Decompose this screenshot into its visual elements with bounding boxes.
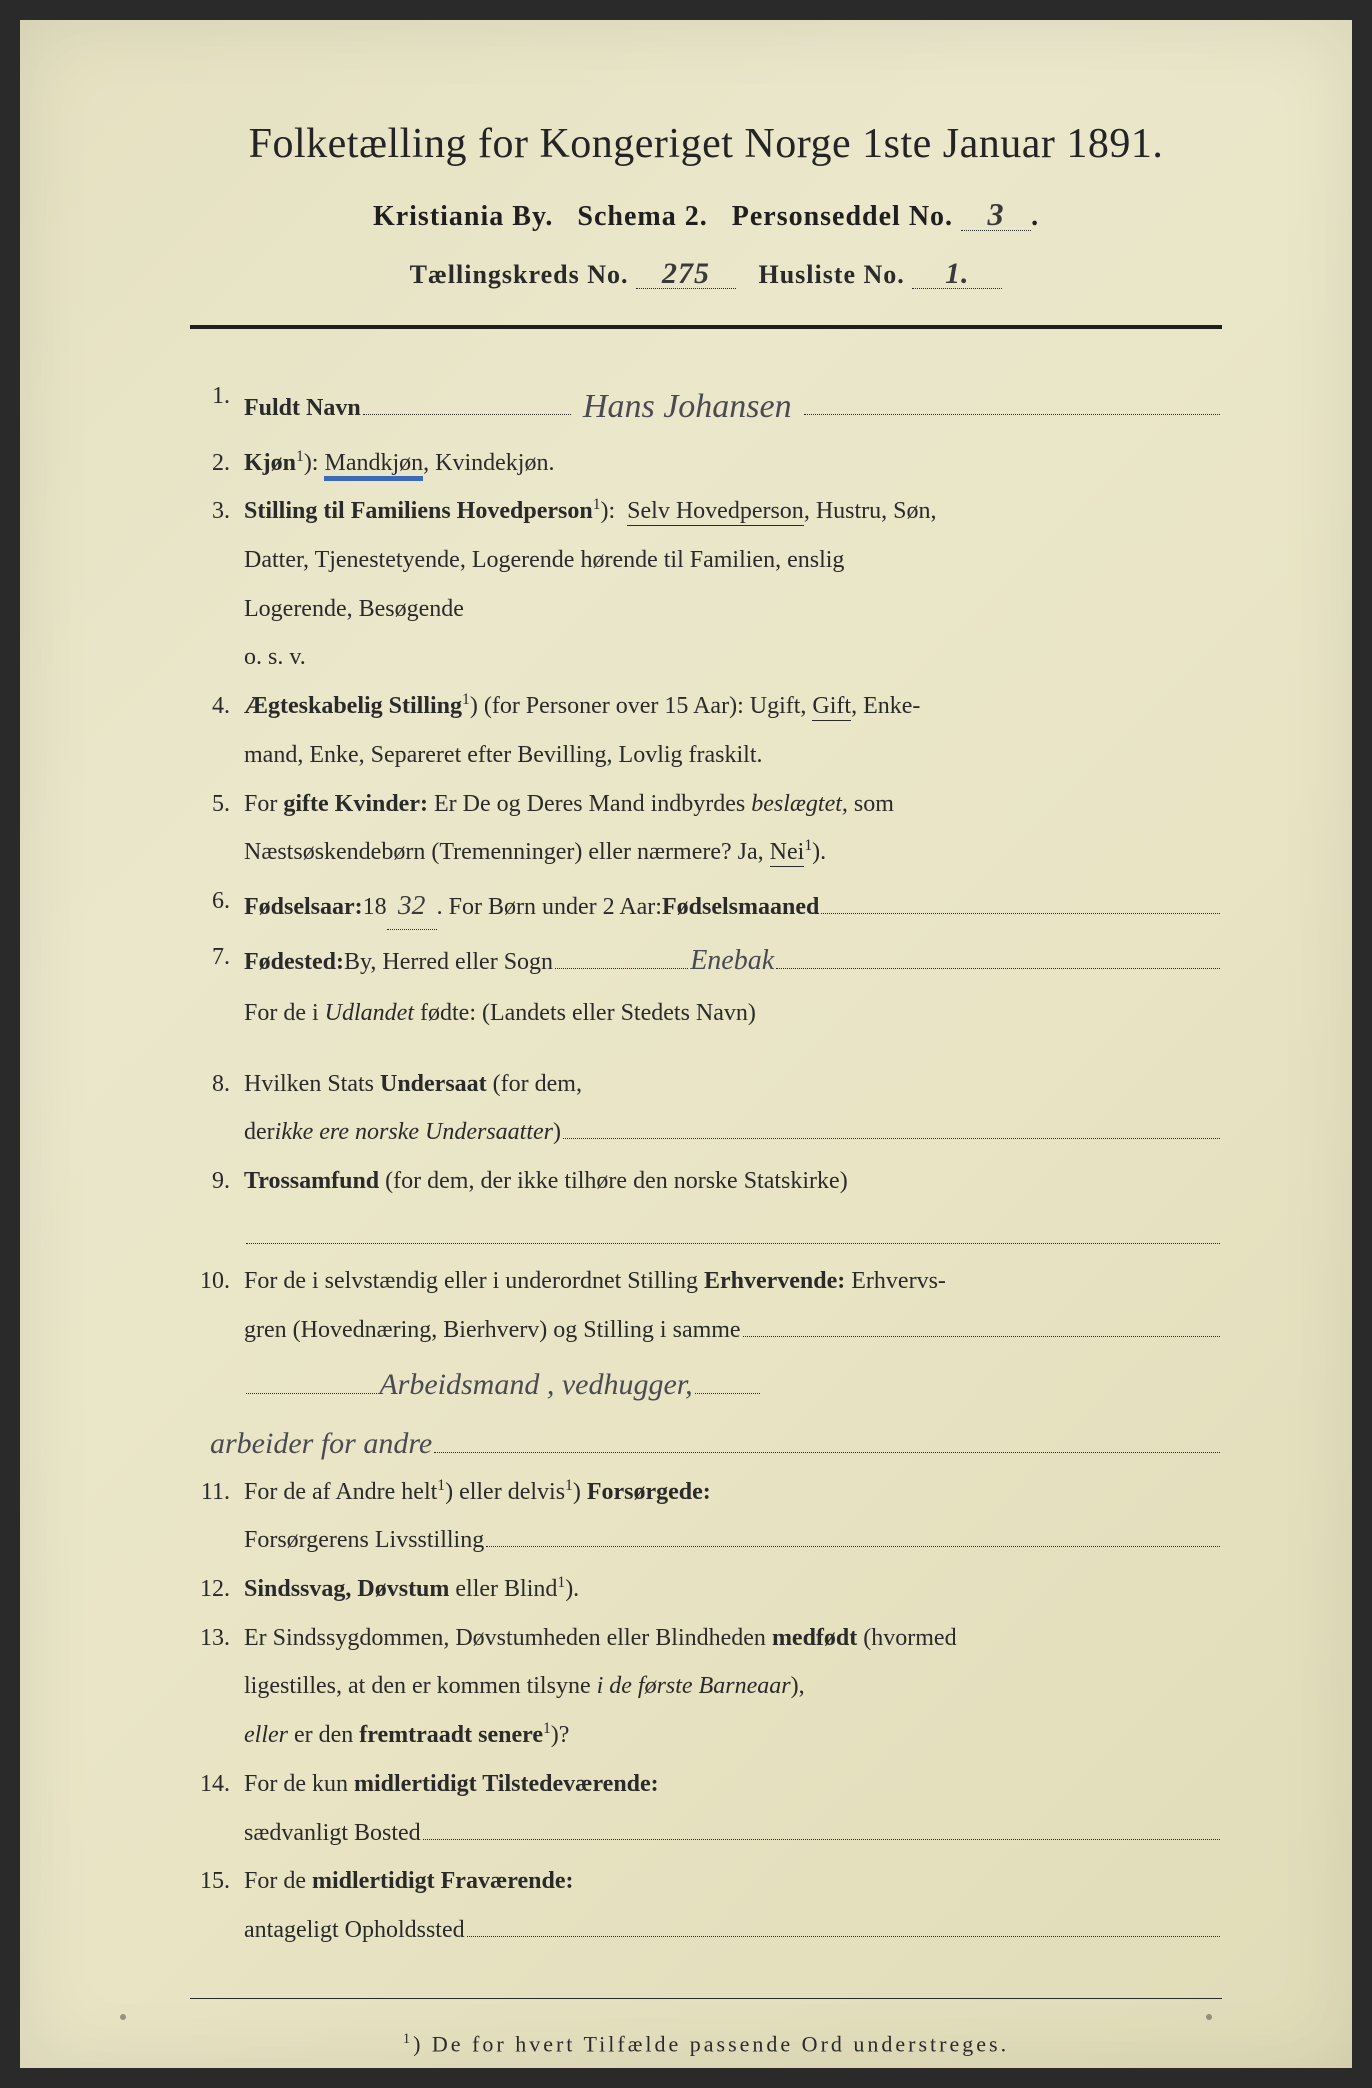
q5: 5. For gifte Kvinder: Er De og Deres Man… — [190, 783, 1222, 826]
q6-year: 32 — [387, 880, 437, 930]
census-form-page: Folketælling for Kongeriget Norge 1ste J… — [20, 20, 1352, 2068]
q2-mandkjon: Mandkjøn — [324, 450, 423, 481]
q12-num: 12. — [190, 1568, 244, 1611]
q8-line2: der ikke ere norske Undersaatter) — [190, 1111, 1222, 1154]
q7-value: Enebak — [690, 936, 774, 986]
q5-num: 5. — [190, 783, 244, 826]
q10: 10. For de i selvstændig eller i underor… — [190, 1260, 1222, 1303]
q3-line3: Logerende, Besøgende — [190, 588, 1222, 631]
q15-num: 15. — [190, 1860, 244, 1903]
q12: 12. Sindssvag, Døvstum eller Blind1). — [190, 1568, 1222, 1611]
q2-kvindekjon: Kvindekjøn. — [435, 450, 554, 476]
q7: 7. Fødested: By, Herred eller Sogn Eneba… — [190, 936, 1222, 986]
personseddel-label: Personseddel No. — [732, 201, 953, 232]
q10-num: 10. — [190, 1260, 244, 1303]
q4-line2: mand, Enke, Separeret efter Bevilling, L… — [190, 734, 1222, 777]
kreds-label: Tællingskreds No. — [410, 260, 629, 289]
husliste-value: 1. — [941, 257, 973, 290]
title-main: Folketælling for Kongeriget Norge 1ste J… — [190, 120, 1222, 168]
q11-num: 11. — [190, 1471, 244, 1514]
q11: 11. For de af Andre helt1) eller delvis1… — [190, 1471, 1222, 1514]
q4-num: 4. — [190, 685, 244, 728]
q1: 1. Fuldt Navn Hans Johansen — [190, 375, 1222, 436]
q10-line2: gren (Hovednæring, Bierhverv) og Stillin… — [190, 1309, 1222, 1352]
city: Kristiania By. — [373, 201, 553, 232]
q11-line2: Forsørgerens Livsstilling — [190, 1519, 1222, 1562]
q3-label: Stilling til Familiens Hovedperson — [244, 498, 593, 524]
speck — [1206, 2014, 1212, 2020]
q9-fill — [190, 1223, 1222, 1245]
schema: Schema 2. — [577, 201, 707, 232]
q13-num: 13. — [190, 1617, 244, 1660]
q15-line2: antageligt Opholdssted — [190, 1909, 1222, 1952]
q15: 15. For de midlertidigt Fraværende: — [190, 1860, 1222, 1903]
q7-num: 7. — [190, 936, 244, 986]
q2-num: 2. — [190, 442, 244, 485]
speck — [120, 2014, 126, 2020]
q5-line2: Næstsøskendebørn (Tremenninger) eller næ… — [190, 831, 1222, 874]
q14: 14. For de kun midlertidigt Tilstedevære… — [190, 1763, 1222, 1806]
rule-bottom — [190, 1998, 1222, 1999]
q10-value2-row: arbeider for andre — [190, 1417, 1222, 1470]
q14-line2: sædvanligt Bosted — [190, 1812, 1222, 1855]
q8: 8. Hvilken Stats Undersaat (for dem, — [190, 1063, 1222, 1106]
q13-line2: ligestilles, at den er kommen tilsyne i … — [190, 1665, 1222, 1708]
q4-label: Ægteskabelig Stilling — [244, 693, 462, 719]
q3-selv: Selv Hovedperson — [627, 498, 804, 526]
q10-value1-row: Arbeidsmand , vedhugger, — [190, 1358, 1222, 1411]
q3-num: 3. — [190, 490, 244, 533]
q9-num: 9. — [190, 1160, 244, 1203]
q10-value1: Arbeidsmand , vedhugger, — [379, 1358, 692, 1411]
q2: 2. Kjøn1): Mandkjøn, Kvindekjøn. — [190, 442, 1222, 485]
q4: 4. Ægteskabelig Stilling1) (for Personer… — [190, 685, 1222, 728]
q6: 6. Fødselsaar: 1832. For Børn under 2 Aa… — [190, 880, 1222, 930]
q8-num: 8. — [190, 1063, 244, 1106]
q3-line2: Datter, Tjenestetyende, Logerende hørend… — [190, 539, 1222, 582]
q14-num: 14. — [190, 1763, 244, 1806]
q13: 13. Er Sindssygdommen, Døvstumheden elle… — [190, 1617, 1222, 1660]
q3: 3. Stilling til Familiens Hovedperson1):… — [190, 490, 1222, 533]
q10-value2: arbeider for andre — [210, 1417, 432, 1470]
q1-value: Hans Johansen — [583, 377, 792, 438]
q3-line4: o. s. v. — [190, 636, 1222, 679]
q4-gift: Gift — [812, 693, 851, 721]
q6-num: 6. — [190, 880, 244, 930]
husliste-label: Husliste No. — [758, 260, 904, 289]
title-sub: Kristiania By. Schema 2. Personseddel No… — [190, 196, 1222, 233]
kreds-value: 275 — [658, 257, 714, 290]
q13-line3: eller er den fremtraadt senere1)? — [190, 1714, 1222, 1757]
title-line2: Tællingskreds No. 275 Husliste No. 1. — [190, 257, 1222, 291]
q9: 9. Trossamfund (for dem, der ikke tilhør… — [190, 1160, 1222, 1203]
personseddel-value: 3 — [984, 196, 1009, 232]
items: 1. Fuldt Navn Hans Johansen 2. Kjøn1): M… — [190, 375, 1222, 1952]
q1-label: Fuldt Navn — [244, 387, 361, 430]
rule-top — [190, 325, 1222, 329]
q2-label: Kjøn — [244, 450, 296, 476]
q7-line2: For de i Udlandet fødte: (Landets eller … — [190, 992, 1222, 1035]
footnote: 1) De for hvert Tilfælde passende Ord un… — [190, 2031, 1222, 2057]
q1-num: 1. — [190, 375, 244, 436]
